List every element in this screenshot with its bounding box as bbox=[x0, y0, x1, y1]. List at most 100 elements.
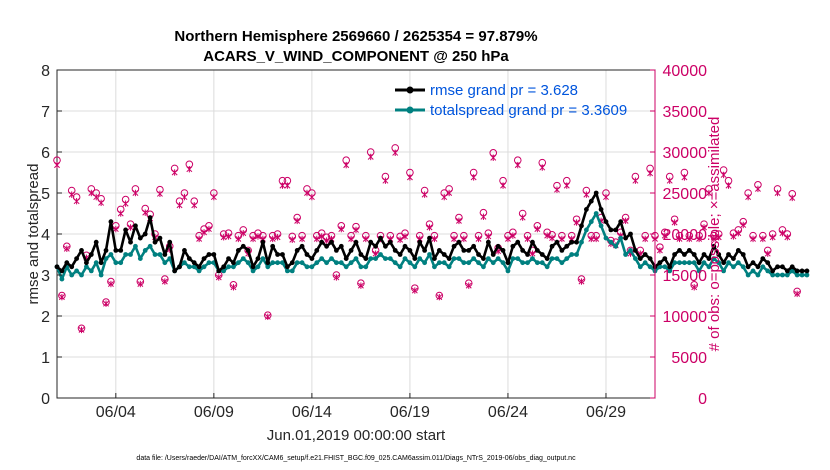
rmse-point bbox=[525, 252, 530, 257]
obs-assimilated-marker bbox=[225, 233, 232, 240]
totalspread-point bbox=[319, 256, 325, 261]
obs-assimilated-marker bbox=[362, 235, 369, 243]
obs-assimilated-marker bbox=[524, 235, 531, 243]
obs-assimilated-marker bbox=[764, 250, 771, 257]
rmse-point bbox=[716, 252, 722, 257]
obs-assimilated-marker bbox=[730, 233, 737, 240]
rmse-point bbox=[186, 256, 192, 261]
totalspread-point bbox=[226, 264, 231, 270]
rmse-point bbox=[544, 256, 550, 261]
totalspread-point bbox=[476, 260, 481, 266]
obs-assimilated-marker bbox=[455, 217, 462, 225]
totalspread-point bbox=[191, 264, 197, 270]
obs-assimilated-marker bbox=[250, 235, 257, 243]
totalspread-point bbox=[637, 264, 643, 270]
obs-assimilated-marker bbox=[534, 225, 541, 233]
x-tick-label: 06/09 bbox=[194, 404, 234, 421]
obs-assimilated-marker bbox=[750, 235, 756, 243]
obs-assimilated-marker bbox=[73, 198, 80, 205]
totalspread-point bbox=[441, 260, 447, 266]
rmse-point bbox=[343, 256, 349, 261]
rmse-point bbox=[64, 260, 70, 266]
totalspread-point bbox=[628, 248, 633, 253]
rmse-point bbox=[133, 223, 138, 229]
totalspread-point bbox=[417, 256, 423, 261]
rmse-point bbox=[456, 239, 462, 245]
rmse-point bbox=[231, 260, 236, 266]
totalspread-point bbox=[103, 256, 109, 261]
rmse-point bbox=[216, 268, 222, 274]
rmse-point bbox=[740, 252, 746, 257]
obs-assimilated-marker bbox=[313, 235, 320, 243]
rmse-point bbox=[270, 243, 276, 249]
obs-assimilated-marker bbox=[578, 278, 585, 285]
rmse-point bbox=[196, 264, 202, 270]
rmse-point bbox=[147, 215, 153, 221]
totalspread-point bbox=[284, 268, 290, 274]
totalspread-point bbox=[152, 252, 158, 257]
obs-assimilated-marker bbox=[671, 219, 678, 226]
legend-rmse-label: rmse grand pr = 3.628 bbox=[430, 82, 578, 99]
obs-assimilated-marker bbox=[470, 174, 477, 181]
obs-assimilated-marker bbox=[122, 200, 129, 207]
rmse-point bbox=[93, 239, 99, 245]
totalspread-point bbox=[726, 260, 731, 266]
obs-assimilated-marker bbox=[176, 202, 183, 209]
obs-assimilated-marker bbox=[137, 280, 144, 288]
totalspread-point bbox=[466, 260, 472, 266]
rmse-point bbox=[201, 256, 207, 261]
obs-assimilated-marker bbox=[460, 235, 467, 243]
obs-assimilated-marker bbox=[63, 245, 70, 252]
rmse-point bbox=[338, 243, 344, 249]
obs-assimilated-marker bbox=[338, 225, 345, 233]
rmse-point bbox=[368, 239, 374, 245]
obs-assimilated-marker bbox=[490, 154, 497, 161]
chart-title-line2: ACARS_V_WIND_COMPONENT @ 250 hPa bbox=[203, 48, 509, 65]
rmse-point bbox=[358, 252, 364, 257]
totalspread-point bbox=[245, 260, 251, 266]
obs-assimilated-marker bbox=[54, 161, 60, 169]
obs-assimilated-marker bbox=[710, 235, 717, 243]
rmse-point bbox=[628, 231, 633, 237]
obs-assimilated-marker bbox=[210, 193, 217, 201]
totalspread-point bbox=[304, 264, 310, 270]
totalspread-point bbox=[618, 235, 624, 241]
totalspread-point bbox=[427, 252, 432, 257]
totalspread-point bbox=[780, 272, 785, 278]
obs-assimilated-marker bbox=[397, 236, 404, 243]
left-tick-label: 7 bbox=[41, 104, 50, 121]
rmse-point bbox=[476, 252, 481, 257]
obs-assimilated-marker bbox=[103, 300, 109, 307]
totalspread-point bbox=[69, 272, 75, 278]
right-tick-label: 40000 bbox=[663, 63, 708, 80]
totalspread-point bbox=[456, 256, 462, 261]
totalspread-point bbox=[387, 256, 393, 261]
totalspread-point bbox=[554, 256, 560, 261]
rmse-point bbox=[309, 256, 315, 261]
obs-assimilated-marker bbox=[318, 233, 325, 240]
x-tick-label: 06/04 bbox=[96, 404, 136, 421]
obs-assimilated-marker bbox=[759, 235, 766, 243]
rmse-point bbox=[588, 198, 594, 204]
rmse-point bbox=[98, 260, 104, 266]
totalspread-point bbox=[520, 260, 526, 266]
obs-assimilated-marker bbox=[348, 235, 355, 243]
rmse-point bbox=[530, 239, 535, 245]
totalspread-point bbox=[294, 260, 300, 266]
right-axis: 0 5000 10000 15000 20000 25000 30000 35000 40000 bbox=[650, 63, 707, 408]
totalspread-point bbox=[500, 260, 506, 266]
left-tick-label: 1 bbox=[41, 350, 50, 367]
obs-assimilated-marker bbox=[441, 193, 448, 201]
totalspread-point bbox=[133, 243, 138, 249]
rmse-point bbox=[613, 227, 619, 233]
obs-assimilated-marker bbox=[323, 237, 330, 244]
rmse-point bbox=[441, 252, 447, 257]
totalspread-point bbox=[515, 256, 521, 261]
rmse-point bbox=[485, 239, 491, 245]
totalspread-point bbox=[564, 256, 570, 261]
obs-assimilated-marker bbox=[745, 193, 752, 201]
rmse-point bbox=[348, 248, 354, 253]
rmse-point bbox=[162, 252, 168, 257]
x-tick-label: 06/29 bbox=[586, 404, 626, 421]
obs-assimilated-marker bbox=[191, 202, 198, 209]
